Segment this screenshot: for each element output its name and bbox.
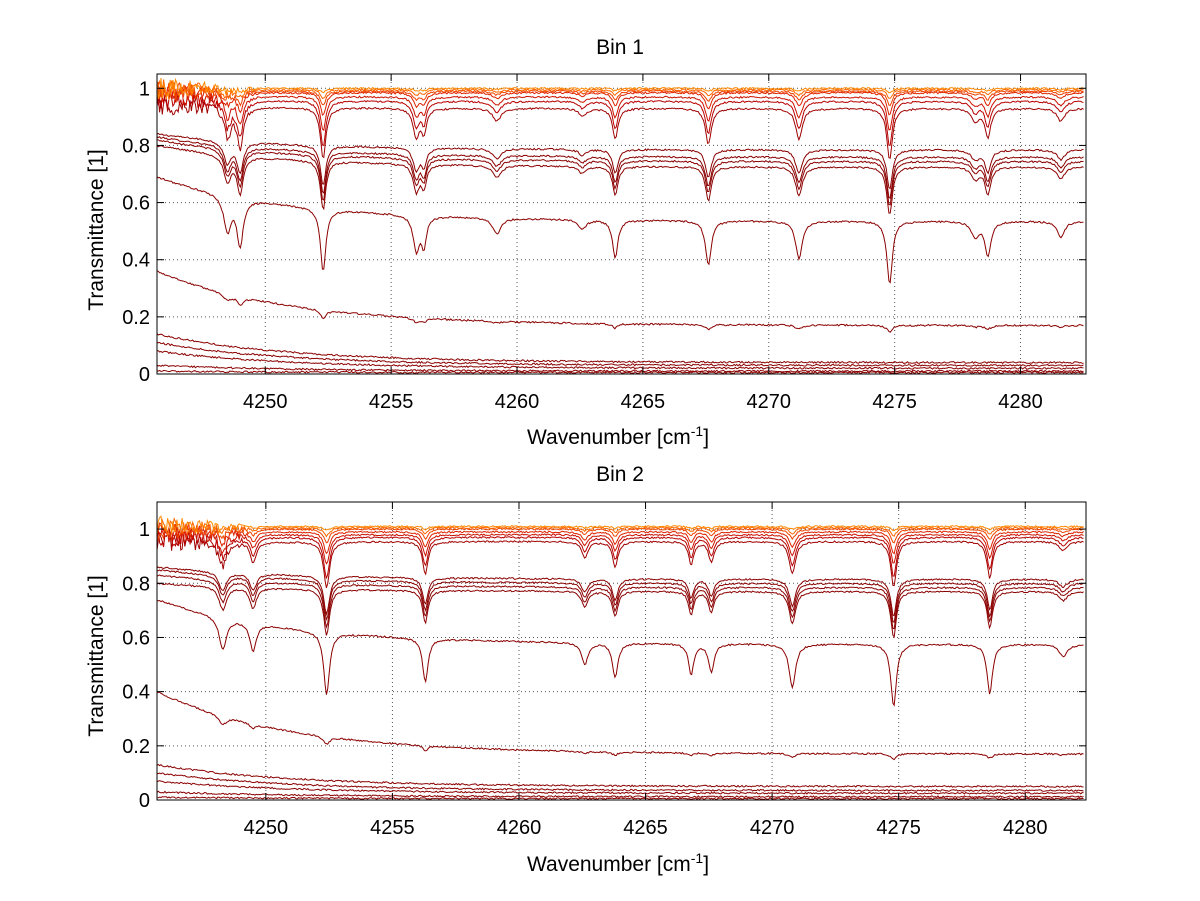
series-group bbox=[157, 77, 1084, 374]
ticks: 4250 4255 4260 4265 4270 4275 4280 0 0.2 0.4 0.6 0.… bbox=[122, 502, 1086, 839]
y-tick-label: 1 bbox=[139, 78, 150, 100]
series-line bbox=[157, 566, 1084, 617]
y-tick-label: 0.4 bbox=[122, 682, 150, 704]
series-line bbox=[157, 145, 1084, 214]
series-line bbox=[157, 139, 1084, 206]
x-tick-label: 4275 bbox=[876, 817, 921, 839]
series-line bbox=[157, 81, 1084, 116]
series-line bbox=[157, 526, 1084, 579]
series-line bbox=[157, 369, 1084, 374]
x-tick-label: 4265 bbox=[623, 817, 668, 839]
series-line bbox=[157, 136, 1084, 200]
series-line bbox=[157, 532, 1084, 589]
x-tick-label: 4255 bbox=[370, 817, 415, 839]
x-tick-label: 4250 bbox=[243, 391, 288, 413]
series-line bbox=[157, 132, 1084, 190]
series-line bbox=[157, 82, 1084, 107]
axes-box bbox=[156, 501, 1087, 801]
series-line bbox=[157, 599, 1084, 707]
series-line bbox=[157, 517, 1084, 538]
series-line bbox=[157, 85, 1084, 132]
series-line bbox=[157, 341, 1084, 367]
x-tick-label: 4270 bbox=[750, 817, 795, 839]
y-axis-label: Transmittance [1] bbox=[85, 575, 108, 736]
series-line bbox=[157, 364, 1084, 373]
x-tick-label: 4255 bbox=[369, 391, 414, 413]
chart-bin-1: Bin 1 4250 4255 4260 4265 4270 4275 4280 0 0.2 0.… bbox=[85, 36, 1087, 449]
y-axis-label: Transmittance [1] bbox=[85, 149, 108, 310]
ticks: 4250 4255 4260 4265 4270 4275 4280 0 0.2 0.4 0.6 0.… bbox=[122, 74, 1086, 413]
y-tick-label: 0 bbox=[139, 364, 150, 386]
y-tick-label: 0 bbox=[139, 790, 150, 812]
series-line bbox=[157, 780, 1084, 795]
series-line bbox=[157, 569, 1084, 623]
axes-box bbox=[156, 73, 1087, 375]
series-line bbox=[157, 94, 1084, 159]
x-tick-label: 4250 bbox=[244, 817, 289, 839]
series-line bbox=[157, 763, 1084, 788]
x-axis-label: Wavenumber [cm-1] bbox=[527, 850, 709, 876]
series-line bbox=[157, 790, 1084, 799]
series-line bbox=[157, 582, 1084, 639]
series-line bbox=[157, 176, 1084, 284]
series-group bbox=[157, 515, 1084, 800]
y-tick-label: 0.8 bbox=[122, 135, 150, 157]
y-tick-label: 0.6 bbox=[122, 193, 150, 215]
chart-title: Bin 2 bbox=[596, 463, 644, 486]
x-tick-label: 4280 bbox=[998, 391, 1043, 413]
series-line bbox=[157, 772, 1084, 793]
series-line bbox=[157, 574, 1084, 630]
grid bbox=[157, 74, 1086, 375]
y-tick-label: 0.2 bbox=[122, 307, 150, 329]
x-tick-label: 4280 bbox=[1003, 817, 1048, 839]
x-tick-label: 4270 bbox=[747, 391, 792, 413]
series-line bbox=[157, 796, 1084, 800]
series-line bbox=[157, 691, 1084, 761]
x-tick-label: 4260 bbox=[495, 391, 540, 413]
chart-bin-2: Bin 2 4250 4255 4260 4265 4270 4275 4280 0 0.2 0.… bbox=[85, 463, 1087, 876]
series-line bbox=[157, 79, 1084, 101]
x-tick-label: 4265 bbox=[621, 391, 666, 413]
series-line bbox=[157, 522, 1084, 555]
y-tick-label: 1 bbox=[139, 519, 150, 541]
y-tick-label: 0.6 bbox=[122, 627, 150, 649]
series-line bbox=[157, 350, 1084, 370]
series-line bbox=[157, 333, 1084, 365]
x-tick-label: 4275 bbox=[872, 391, 917, 413]
y-tick-label: 0.8 bbox=[122, 573, 150, 595]
series-line bbox=[157, 77, 1084, 100]
series-line bbox=[157, 270, 1084, 333]
series-line bbox=[157, 525, 1084, 565]
x-axis-label: Wavenumber [cm-1] bbox=[527, 423, 709, 449]
y-tick-label: 0.2 bbox=[122, 736, 150, 758]
x-tick-label: 4260 bbox=[497, 817, 542, 839]
chart-title: Bin 1 bbox=[596, 36, 644, 59]
series-line bbox=[157, 90, 1084, 147]
y-tick-label: 0.4 bbox=[122, 250, 150, 272]
series-line bbox=[157, 515, 1084, 535]
